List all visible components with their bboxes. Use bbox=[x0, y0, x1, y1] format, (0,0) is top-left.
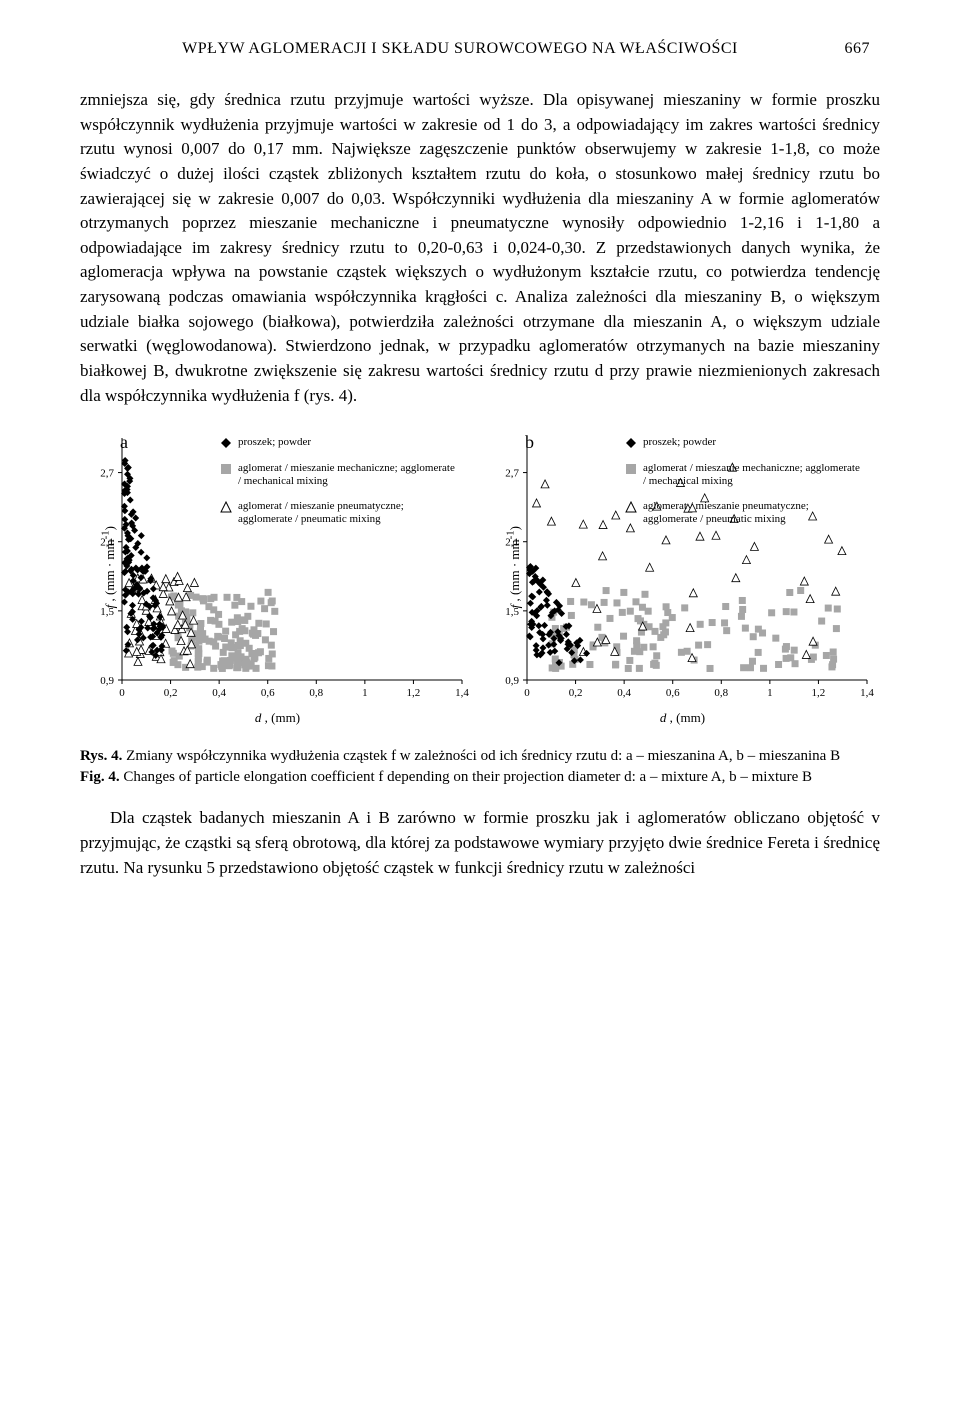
svg-text:1,4: 1,4 bbox=[860, 687, 874, 699]
chart-a-ylabel: f , (mm · mm-1) bbox=[100, 526, 118, 608]
panel-label-a: a bbox=[120, 432, 128, 453]
svg-text:0,8: 0,8 bbox=[714, 687, 728, 699]
triangle-icon bbox=[625, 501, 637, 513]
legend-label: proszek; powder bbox=[643, 436, 716, 449]
svg-text:0,6: 0,6 bbox=[666, 687, 680, 699]
svg-text:1,2: 1,2 bbox=[812, 687, 826, 699]
legend-item-mech: aglomerat / mieszanie mechaniczne; agglo… bbox=[220, 462, 458, 488]
svg-text:0,9: 0,9 bbox=[100, 675, 114, 687]
running-title: WPŁYW AGLOMERACJI I SKŁADU SUROWCOWEGO N… bbox=[90, 40, 830, 58]
chart-b-legend: proszek; powder aglomerat / mieszanie me… bbox=[625, 436, 863, 538]
chart-a-legend: proszek; powder aglomerat / mieszanie me… bbox=[220, 436, 458, 538]
svg-text:1: 1 bbox=[362, 687, 368, 699]
svg-text:0,4: 0,4 bbox=[617, 687, 631, 699]
triangle-icon bbox=[220, 501, 232, 513]
legend-label: aglomerat / mieszanie pneumatyczne; aggl… bbox=[643, 500, 863, 526]
legend-item-mech: aglomerat / mieszanie mechaniczne; agglo… bbox=[625, 462, 863, 488]
svg-text:0,2: 0,2 bbox=[164, 687, 178, 699]
legend-item-pneu: aglomerat / mieszanie pneumatyczne; aggl… bbox=[625, 500, 863, 526]
diamond-icon bbox=[625, 437, 637, 449]
figure-caption: Rys. 4. Zmiany współczynnika wydłużenia … bbox=[80, 746, 880, 788]
legend-item-powder: proszek; powder bbox=[625, 436, 863, 449]
square-icon bbox=[625, 463, 637, 475]
legend-item-powder: proszek; powder bbox=[220, 436, 458, 449]
legend-label: aglomerat / mieszanie pneumatyczne; aggl… bbox=[238, 500, 458, 526]
caption-fig-label: Fig. 4. bbox=[80, 769, 120, 785]
svg-text:0: 0 bbox=[119, 687, 125, 699]
svg-text:0,2: 0,2 bbox=[569, 687, 583, 699]
caption-rys-text: Zmiany współczynnika wydłużenia cząstek … bbox=[122, 748, 840, 764]
svg-text:0,8: 0,8 bbox=[309, 687, 323, 699]
page-header: WPŁYW AGLOMERACJI I SKŁADU SUROWCOWEGO N… bbox=[80, 40, 880, 58]
caption-fig-text: Changes of particle elongation coefficie… bbox=[120, 769, 812, 785]
caption-rys-label: Rys. 4. bbox=[80, 748, 122, 764]
svg-text:0,9: 0,9 bbox=[505, 675, 519, 687]
chart-b-xlabel: d , (mm) bbox=[485, 710, 880, 726]
legend-label: aglomerat / mieszanie mechaniczne; agglo… bbox=[238, 462, 458, 488]
svg-text:2,7: 2,7 bbox=[100, 468, 114, 480]
svg-text:2,7: 2,7 bbox=[505, 468, 519, 480]
legend-item-pneu: aglomerat / mieszanie pneumatyczne; aggl… bbox=[220, 500, 458, 526]
svg-text:1: 1 bbox=[767, 687, 773, 699]
legend-label: proszek; powder bbox=[238, 436, 311, 449]
svg-text:0: 0 bbox=[524, 687, 530, 699]
body-paragraph: zmniejsza się, gdy średnica rzutu przyjm… bbox=[80, 88, 880, 408]
svg-text:1,4: 1,4 bbox=[455, 687, 469, 699]
diamond-icon bbox=[220, 437, 232, 449]
chart-b-ylabel: f , (mm · mm-1) bbox=[505, 526, 523, 608]
footer-paragraph: Dla cząstek badanych mieszanin A i B zar… bbox=[80, 806, 880, 880]
page-number: 667 bbox=[830, 40, 870, 58]
svg-text:0,6: 0,6 bbox=[261, 687, 275, 699]
figure-4-row: a f , (mm · mm-1) proszek; powder aglome… bbox=[80, 428, 880, 726]
chart-a-box: a f , (mm · mm-1) proszek; powder aglome… bbox=[80, 428, 475, 726]
svg-text:1,2: 1,2 bbox=[407, 687, 421, 699]
chart-b-box: b f , (mm · mm-1) proszek; powder aglome… bbox=[485, 428, 880, 726]
chart-a-xlabel: d , (mm) bbox=[80, 710, 475, 726]
legend-label: aglomerat / mieszanie mechaniczne; agglo… bbox=[643, 462, 863, 488]
square-icon bbox=[220, 463, 232, 475]
panel-label-b: b bbox=[525, 432, 534, 453]
svg-text:0,4: 0,4 bbox=[212, 687, 226, 699]
